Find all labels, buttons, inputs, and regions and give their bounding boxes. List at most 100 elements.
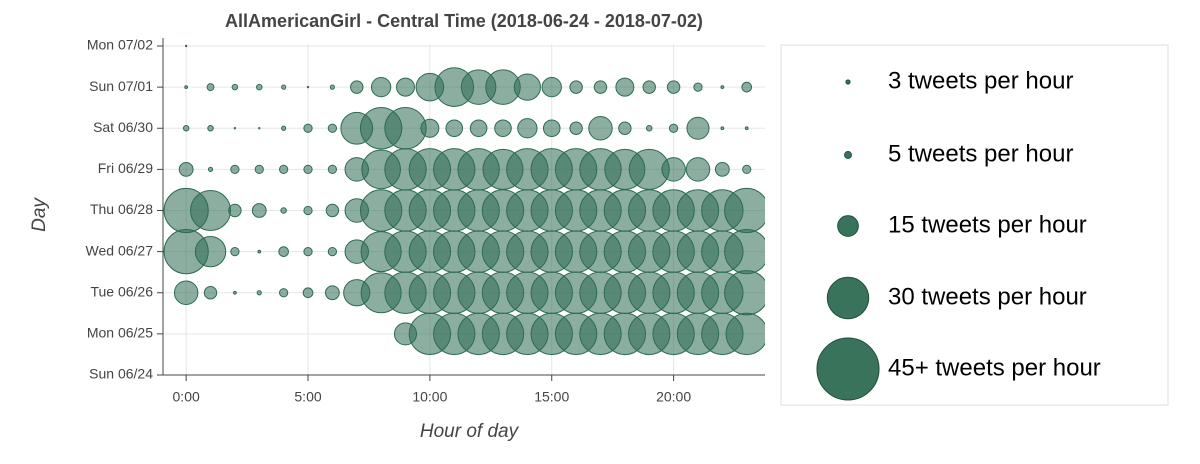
bubble (542, 119, 561, 138)
bubble (685, 157, 711, 182)
legend-label: 30 tweets per hour (888, 283, 1087, 310)
bubble (325, 203, 340, 218)
bubble (233, 127, 237, 130)
bubble (207, 124, 214, 132)
bubble (203, 286, 218, 300)
bubble (744, 126, 749, 131)
bubble (190, 189, 232, 232)
bubble (693, 82, 703, 92)
bubble (720, 126, 725, 131)
bubble (324, 285, 340, 301)
bubble (329, 84, 335, 90)
bubble (569, 121, 583, 135)
bubble (686, 116, 710, 140)
bubble (184, 85, 189, 90)
x-tick-label: 0:00 (173, 389, 200, 405)
bubble (228, 203, 242, 218)
bubble (256, 83, 263, 91)
bubble (618, 121, 632, 135)
bubble (370, 76, 392, 98)
y-tick-label: Sat 06/30 (93, 119, 153, 135)
bubble (420, 118, 440, 138)
x-tick-label: 5:00 (294, 389, 321, 405)
bubble (569, 80, 583, 94)
bubble (742, 164, 752, 175)
bubble (182, 124, 190, 132)
bubble (350, 80, 364, 94)
legend-bubble (826, 276, 870, 320)
bubble (725, 312, 765, 356)
y-tick-label: Mon 07/02 (87, 37, 153, 53)
y-tick-label: Tue 06/26 (90, 283, 153, 299)
bubble (327, 246, 338, 257)
legend-bubble (844, 151, 852, 159)
legend-bubble (816, 337, 880, 401)
bubble (668, 123, 679, 133)
legend-label: 45+ tweets per hour (888, 354, 1101, 381)
bubble (281, 84, 287, 90)
bubble (233, 290, 237, 295)
x-tick-label: 10:00 (412, 389, 447, 405)
bubble (206, 83, 215, 92)
bubble (327, 164, 338, 175)
bubble (281, 125, 287, 131)
bubble (254, 164, 264, 175)
bubble (230, 164, 240, 175)
bubble (513, 73, 541, 101)
bubble (194, 235, 227, 268)
bubble (469, 119, 488, 138)
bubble (720, 85, 725, 90)
bubble (645, 124, 653, 132)
legend-bubble (837, 215, 859, 237)
bubble (327, 123, 338, 133)
bubble (494, 119, 512, 138)
bubble (588, 116, 613, 141)
bubble (724, 270, 765, 316)
chart-title: AllAmericanGirl - Central Time (2018-06-… (225, 11, 703, 31)
bubble (615, 77, 635, 97)
x-tick-label: 20:00 (656, 389, 691, 405)
bubble (251, 203, 267, 218)
bubble (257, 249, 262, 254)
bubble (231, 83, 239, 91)
bubble (173, 280, 199, 305)
y-tick-label: Mon 06/25 (87, 325, 153, 341)
x-axis-label: Hour of day (420, 421, 520, 442)
bubble (724, 229, 765, 275)
bubble (279, 288, 289, 298)
bubble (303, 246, 313, 257)
bubble (724, 187, 765, 234)
y-axis-label: Day (29, 197, 50, 232)
legend-label: 15 tweets per hour (888, 211, 1087, 238)
bubble (258, 127, 261, 130)
bubble (207, 166, 214, 172)
bubble (303, 123, 313, 133)
y-tick-label: Sun 06/24 (89, 366, 153, 382)
bubble (178, 161, 194, 177)
bubble (303, 164, 313, 175)
legend-label: 5 tweets per hour (888, 140, 1073, 167)
bubble (280, 207, 287, 214)
bubble (445, 119, 464, 138)
bubble (714, 161, 730, 177)
bubble (384, 107, 427, 150)
x-tick-label: 15:00 (534, 389, 569, 405)
bubble (541, 76, 562, 98)
legend-label: 3 tweets per hour (888, 67, 1073, 94)
bubble (302, 287, 314, 299)
legend-bubble (845, 79, 851, 85)
bubble (741, 81, 753, 93)
y-tick-label: Sun 07/01 (89, 78, 153, 94)
y-tick-label: Fri 06/29 (98, 160, 153, 176)
bubble (593, 80, 608, 94)
bubble (256, 290, 262, 296)
bubble (642, 80, 656, 94)
y-tick-label: Wed 06/27 (86, 242, 154, 258)
y-tick-label: Thu 06/28 (90, 201, 153, 217)
bubble (306, 85, 310, 89)
bubble (661, 157, 686, 182)
bubble (278, 246, 289, 257)
bubble (396, 77, 415, 97)
